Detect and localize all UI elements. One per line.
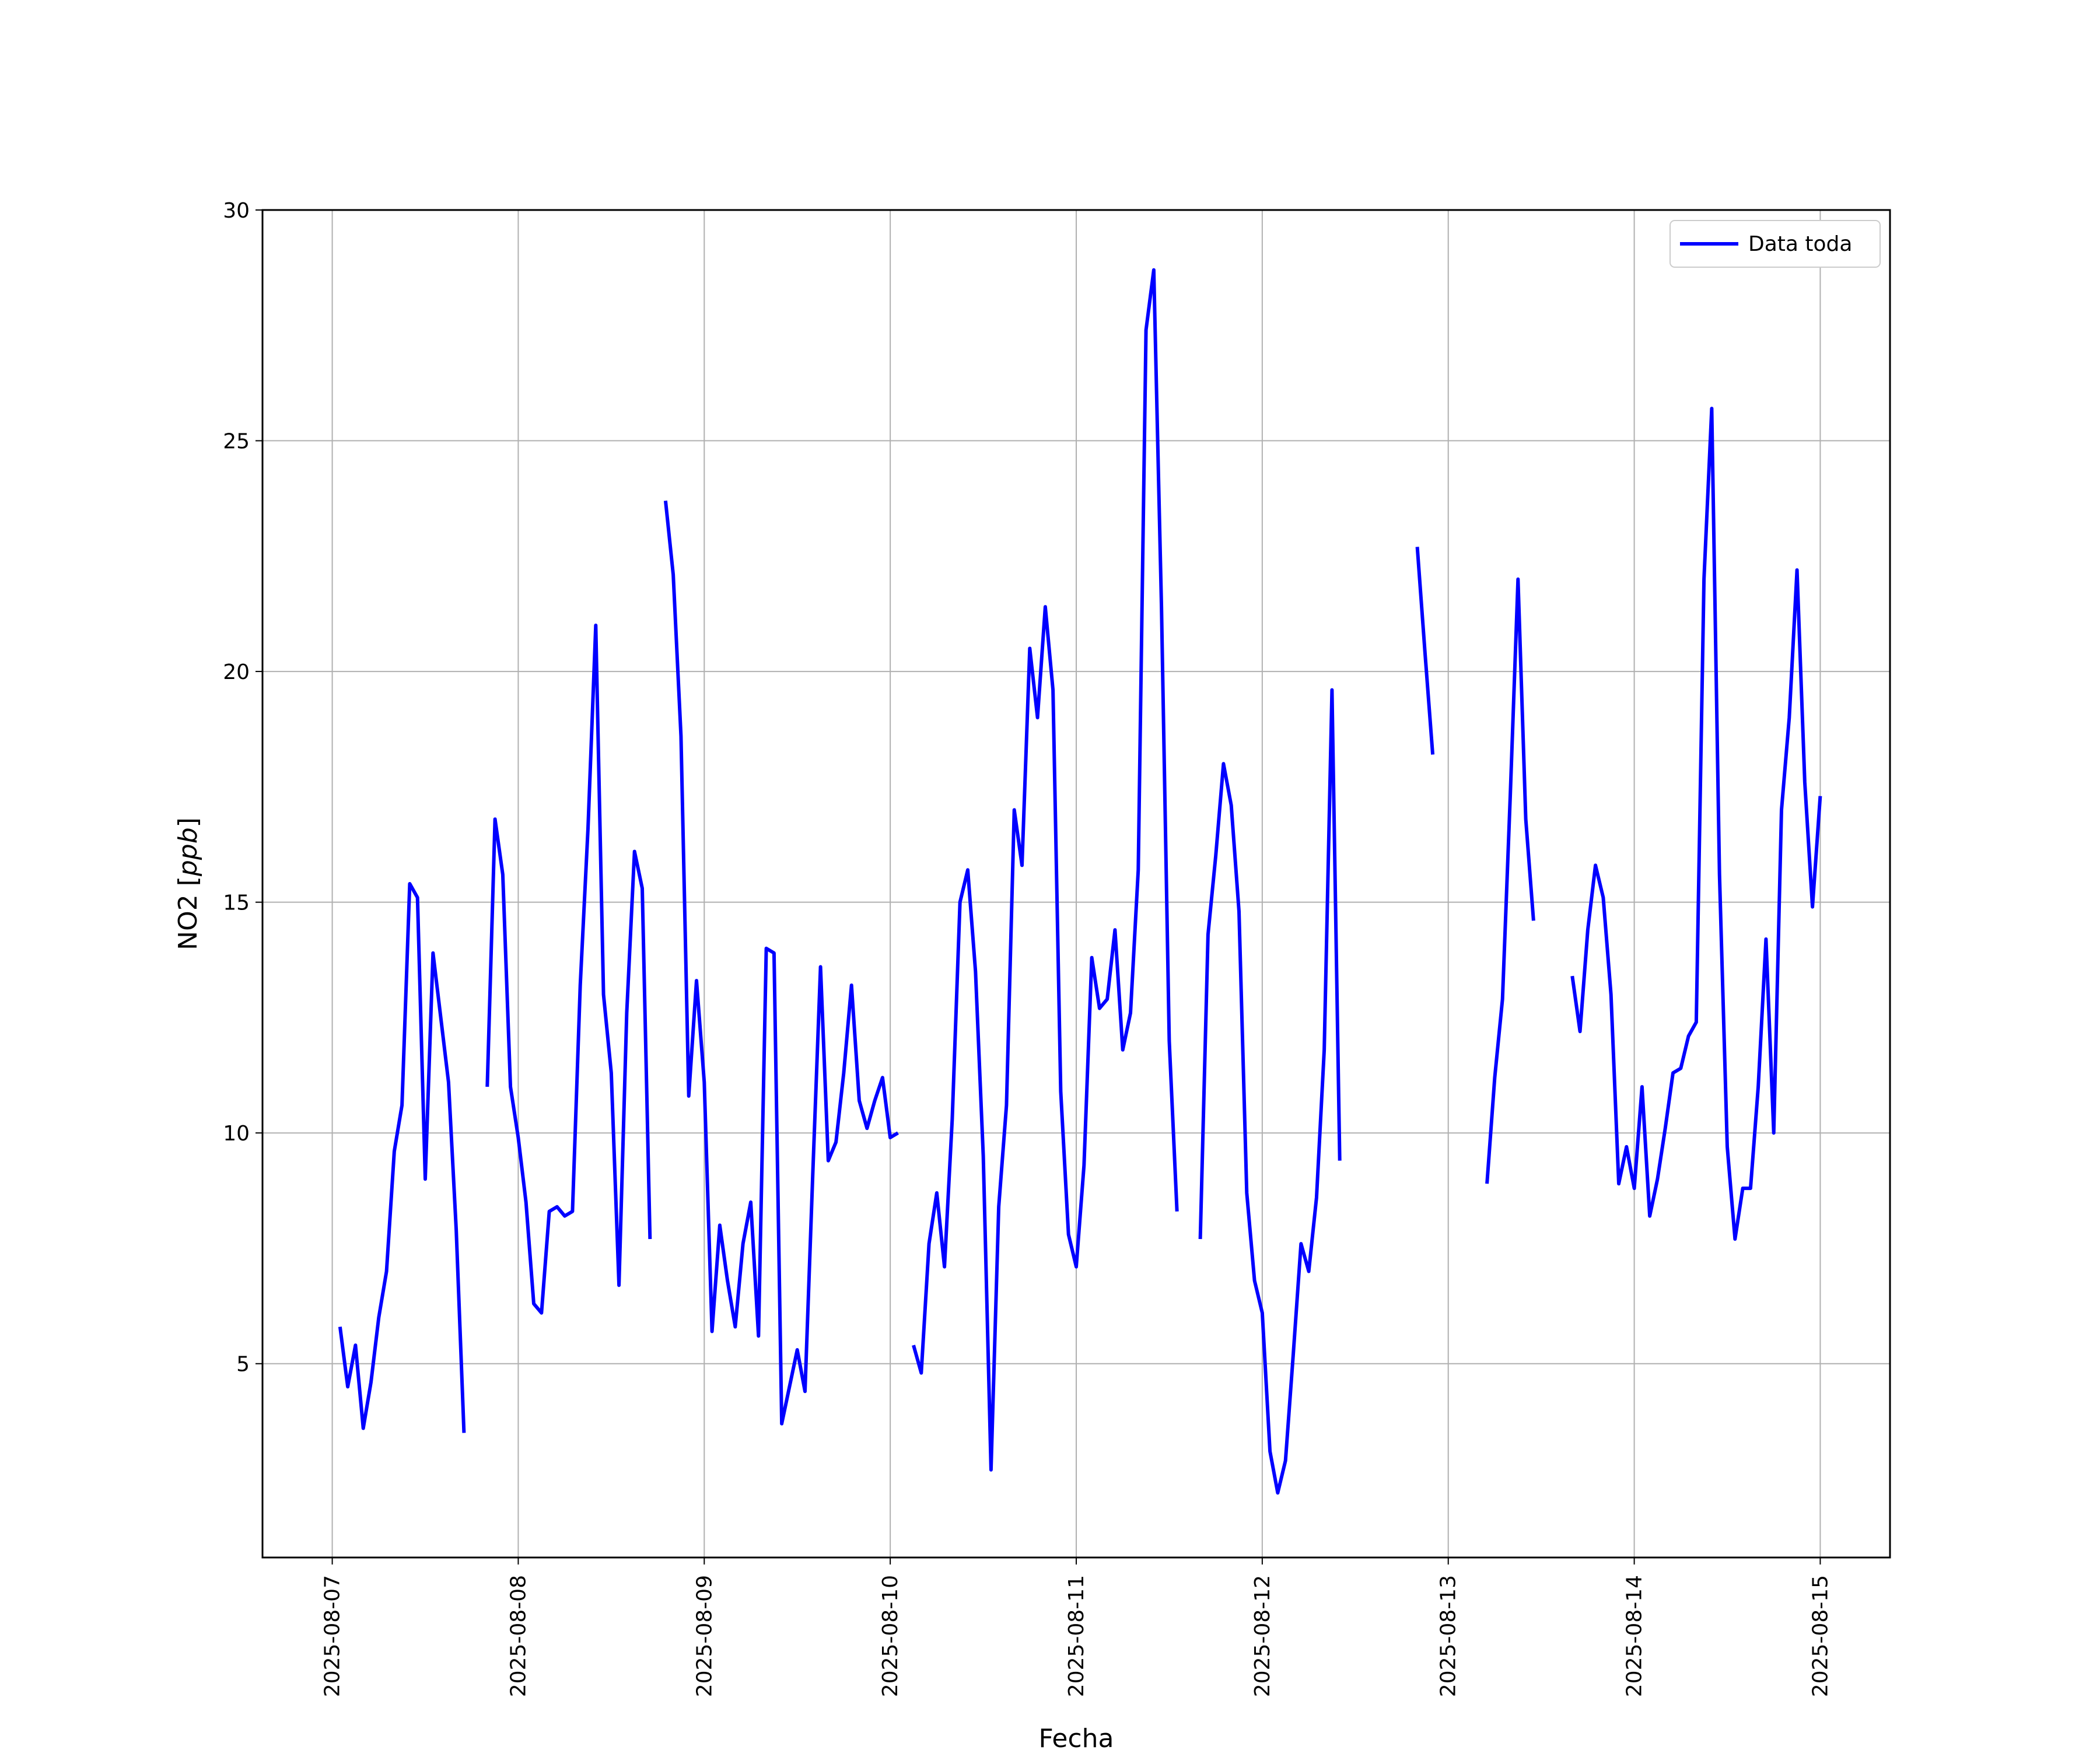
series-line-segment [1570,407,1822,1241]
x-tick-label: 2025-08-14 [1623,1575,1647,1697]
x-axis-label: Fecha [1038,1724,1114,1750]
series-line-segment [1198,688,1342,1495]
series-line-segment [912,268,1179,1472]
x-tick-label: 2025-08-07 [321,1575,345,1697]
y-axis: 5 10 15 20 25 30 [223,199,262,1377]
y-tick-label: 30 [223,199,250,223]
series-group [338,268,1822,1495]
x-tick-label: 2025-08-12 [1251,1575,1275,1697]
y-tick-label: 5 [236,1353,250,1377]
series-line-segment [1415,547,1435,755]
x-tick-label: 2025-08-15 [1808,1575,1832,1697]
x-tick-label: 2025-08-10 [878,1575,902,1697]
y-axis-label: NO2 [ppb] [173,817,203,950]
x-tick-label: 2025-08-13 [1437,1575,1461,1697]
legend-label-data-toda: Data toda [1748,232,1852,256]
series-line-segment [1485,577,1535,1184]
y-tick-label: 20 [223,660,250,684]
y-tick-label: 10 [223,1122,250,1146]
x-tick-label: 2025-08-09 [692,1575,716,1697]
y-tick-label: 25 [223,430,250,454]
series-line-segment [663,501,899,1426]
legend: Data toda [1670,220,1881,268]
x-tick-label: 2025-08-11 [1065,1575,1088,1697]
x-tick-label: 2025-08-08 [506,1575,530,1697]
series-line-segment [338,882,466,1433]
x-axis: 2025-08-07 2025-08-08 2025-08-09 2025-08-10… [321,1558,1832,1697]
series-line-segment [485,624,652,1315]
y-tick-label: 15 [223,891,250,915]
legend-box [1670,220,1881,268]
